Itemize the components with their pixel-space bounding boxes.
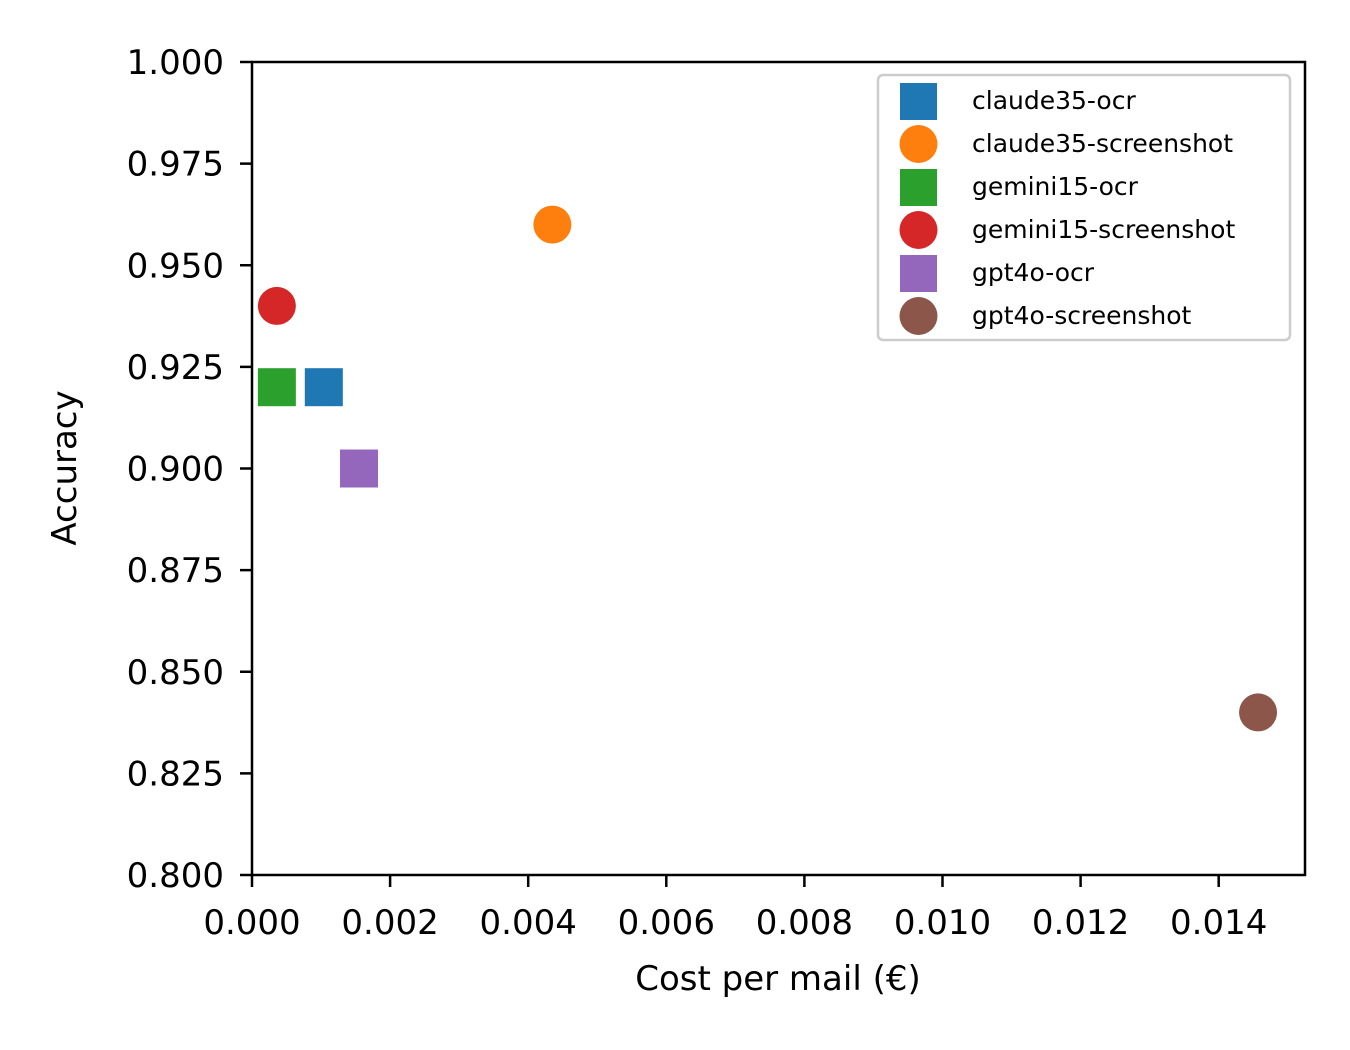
- x-tick-label: 0.012: [1032, 903, 1129, 943]
- point-gemini15-ocr: [257, 368, 296, 407]
- y-axis: 0.800 0.825 0.850 0.875 0.900 0.925 0.950 0.975…: [127, 43, 252, 896]
- y-tick-label: 0.825: [127, 754, 224, 794]
- y-tick-label: 0.800: [127, 856, 224, 896]
- x-tick-label: 0.008: [756, 903, 853, 943]
- point-claude35-screenshot: [533, 205, 572, 244]
- point-gemini15-screenshot: [257, 286, 296, 325]
- legend-marker-gemini15-ocr: [900, 169, 937, 206]
- legend-label-gemini15-screenshot: gemini15-screenshot: [972, 215, 1235, 244]
- legend-marker-claude35-screenshot: [899, 125, 938, 163]
- x-tick-label: 0.014: [1170, 903, 1267, 943]
- legend-label-gpt4o-ocr: gpt4o-ocr: [972, 258, 1095, 287]
- x-tick-label: 0.010: [894, 903, 991, 943]
- y-axis-label: Accuracy: [45, 390, 85, 545]
- y-tick-label: 1.000: [127, 43, 224, 83]
- legend-marker-claude35-ocr: [900, 83, 937, 120]
- x-axis: 0.000 0.002 0.004 0.006 0.008 0.010 0.012 0.014: [203, 875, 1267, 943]
- point-claude35-ocr: [304, 368, 343, 407]
- x-tick-label: 0.002: [341, 903, 438, 943]
- legend-label-claude35-ocr: claude35-ocr: [972, 86, 1136, 115]
- y-tick-label: 0.975: [127, 145, 224, 185]
- legend-frame: [876, 73, 1292, 342]
- y-tick-label: 0.850: [127, 653, 224, 693]
- legend: claude35-ocr claude35-screenshot gemini15-…: [876, 73, 1292, 342]
- y-tick-label: 0.925: [127, 348, 224, 388]
- legend-marker-gemini15-screenshot: [899, 211, 938, 249]
- data-points: [257, 205, 1278, 732]
- x-axis-label: Cost per mail (€): [635, 959, 921, 999]
- x-tick-label: 0.004: [480, 903, 577, 943]
- x-tick-label: 0.000: [203, 903, 300, 943]
- x-tick-label: 0.006: [618, 903, 715, 943]
- point-gpt4o-ocr: [340, 449, 379, 488]
- y-tick-label: 0.875: [127, 551, 224, 591]
- y-tick-label: 0.900: [127, 450, 224, 490]
- legend-label-gemini15-ocr: gemini15-ocr: [972, 172, 1139, 201]
- legend-marker-gpt4o-ocr: [900, 255, 937, 292]
- legend-label-claude35-screenshot: claude35-screenshot: [972, 129, 1233, 158]
- legend-label-gpt4o-screenshot: gpt4o-screenshot: [972, 301, 1191, 330]
- point-gpt4o-screenshot: [1239, 693, 1278, 732]
- legend-items: claude35-ocr claude35-screenshot gemini15-…: [899, 83, 1235, 335]
- legend-marker-gpt4o-screenshot: [899, 297, 938, 335]
- y-tick-label: 0.950: [127, 246, 224, 286]
